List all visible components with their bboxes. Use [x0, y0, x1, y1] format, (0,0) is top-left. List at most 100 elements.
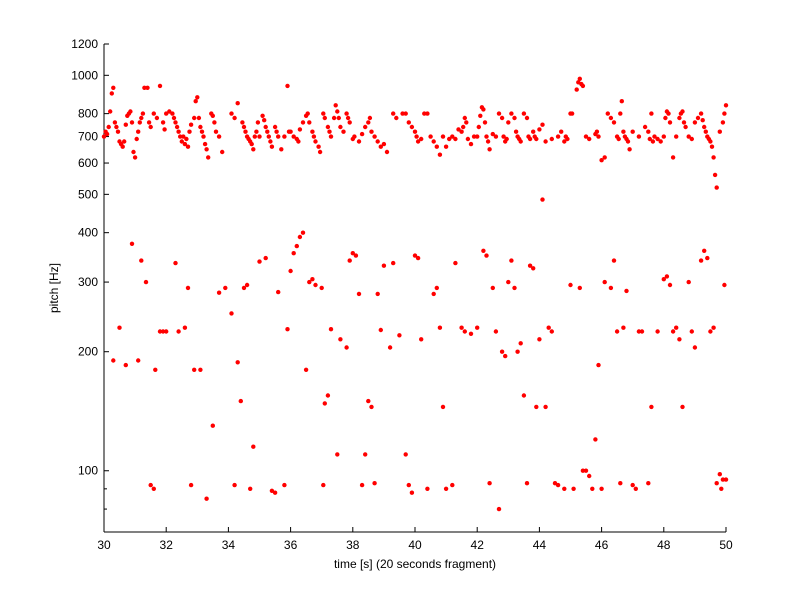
data-point [366, 120, 371, 125]
data-point [170, 111, 175, 116]
data-point [232, 482, 237, 488]
data-point [182, 141, 188, 147]
data-point [210, 423, 215, 428]
data-point [322, 401, 327, 406]
data-point [509, 258, 514, 263]
data-point [162, 127, 167, 132]
data-point [101, 134, 107, 139]
data-point [216, 290, 222, 295]
data-point [670, 329, 676, 334]
data-point [310, 129, 315, 134]
data-point [527, 136, 533, 142]
data-point [307, 120, 312, 125]
data-point [543, 404, 548, 410]
x-tick-label: 42 [471, 538, 485, 552]
data-point [419, 136, 424, 142]
data-point [639, 329, 645, 334]
axes: 30 32 34 36 38 40 42 44 46 48 50 100 200 300 400 500 600… [71, 37, 733, 552]
data-point [182, 325, 188, 330]
data-point [235, 101, 240, 106]
data-point [559, 129, 564, 134]
y-tick-label: 700 [78, 130, 98, 144]
data-point [265, 129, 270, 134]
data-point [537, 337, 542, 342]
data-point [248, 486, 253, 491]
data-point [636, 329, 642, 334]
data-point [251, 444, 256, 449]
data-point [521, 393, 527, 398]
data-point [285, 83, 290, 89]
data-point [199, 129, 205, 134]
data-point [608, 115, 614, 121]
data-point [580, 83, 586, 89]
data-point [549, 329, 554, 334]
data-point [456, 127, 461, 132]
data-point [187, 129, 192, 134]
data-point [565, 136, 570, 142]
data-point [387, 345, 393, 350]
data-point [359, 131, 365, 137]
data-point [596, 134, 601, 139]
data-point [703, 129, 708, 134]
data-point [384, 149, 390, 155]
data-point [618, 111, 623, 116]
data-point [108, 109, 113, 114]
data-point [204, 496, 209, 501]
data-point [375, 139, 380, 144]
data-point [254, 129, 259, 134]
data-point [171, 115, 177, 121]
data-point [111, 85, 116, 91]
data-point [153, 367, 158, 372]
data-point [698, 258, 704, 263]
data-point [353, 253, 359, 258]
data-point [232, 115, 237, 121]
data-point [291, 251, 296, 256]
data-point [123, 362, 128, 368]
data-point [534, 136, 539, 142]
data-point [459, 325, 464, 330]
data-point [266, 134, 271, 139]
data-point [173, 260, 178, 266]
data-point [229, 111, 234, 116]
data-point [543, 139, 548, 144]
data-point [667, 120, 673, 125]
data-point [596, 362, 601, 368]
data-point [344, 111, 349, 116]
data-point [139, 258, 144, 263]
data-point [112, 120, 118, 125]
data-point [569, 111, 575, 116]
data-point [714, 185, 719, 190]
data-point [285, 327, 290, 332]
data-point [363, 452, 368, 457]
data-point [294, 243, 299, 249]
data-point [188, 122, 194, 127]
data-point [238, 398, 243, 404]
data-point [366, 398, 371, 404]
data-point [279, 147, 284, 152]
data-point [321, 111, 326, 116]
data-point [341, 129, 346, 134]
data-point [327, 129, 332, 134]
data-point [605, 111, 610, 116]
x-tick-label: 36 [284, 538, 298, 552]
data-point [192, 115, 197, 121]
data-point [614, 329, 620, 334]
data-point [325, 124, 331, 130]
data-point [414, 134, 419, 139]
data-point [338, 337, 343, 342]
data-point [157, 329, 163, 334]
data-point [531, 266, 536, 271]
data-point [409, 490, 415, 495]
data-point [115, 129, 121, 134]
data-point [252, 134, 257, 139]
data-point [527, 263, 533, 268]
data-point [204, 147, 209, 152]
data-point [257, 259, 262, 264]
data-point [363, 124, 368, 130]
data-point [394, 115, 399, 121]
data-point [577, 285, 582, 291]
data-point [499, 115, 505, 121]
data-point [167, 109, 172, 114]
data-point [143, 279, 149, 285]
data-point [481, 107, 486, 112]
